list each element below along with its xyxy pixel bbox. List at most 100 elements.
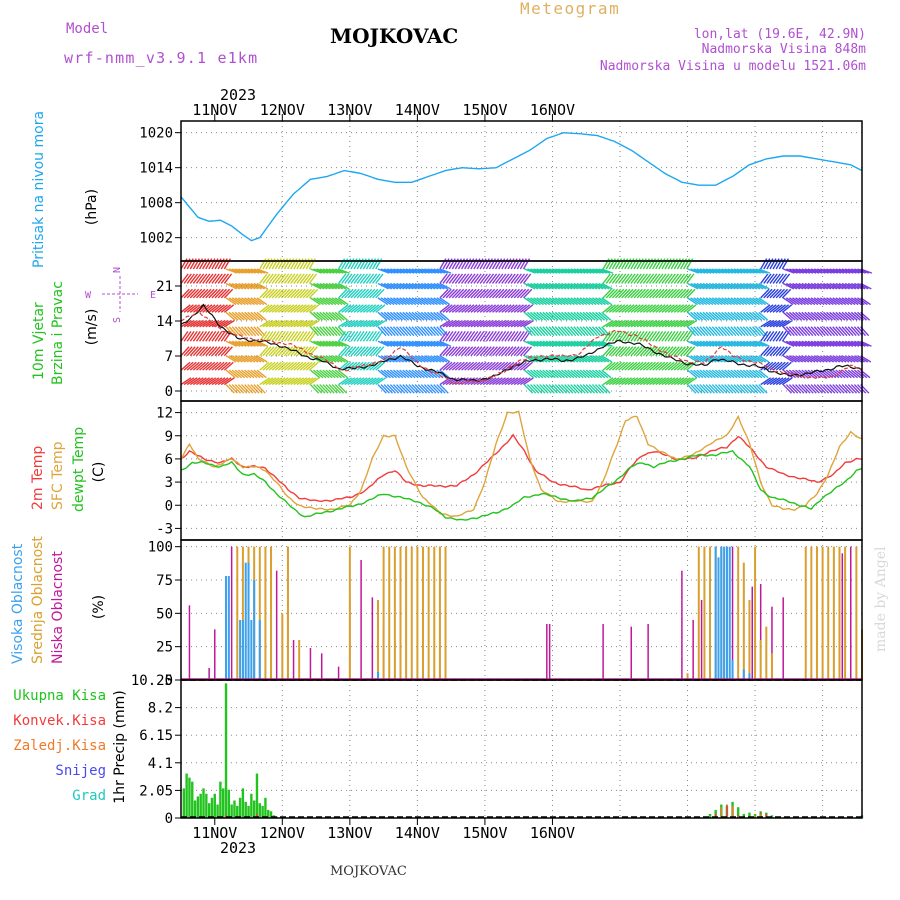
wind-barb [231, 340, 244, 347]
compass-north: N [112, 267, 123, 273]
wind-barb [705, 297, 717, 306]
wind-barb [548, 384, 558, 394]
wind-barb [633, 319, 645, 328]
wind-barb [504, 361, 515, 371]
wind-barb [220, 330, 229, 342]
bar [770, 653, 773, 680]
wind-barb [730, 311, 741, 321]
wind-barb [421, 340, 433, 347]
wind-barb [714, 384, 725, 394]
wind-barb [319, 369, 330, 379]
wind-barb [451, 258, 459, 270]
wind-barb [687, 268, 700, 274]
wind-barb [296, 361, 307, 371]
precip-unit-label: 1hr Precip (mm) [112, 690, 128, 803]
wind-barb [309, 326, 319, 337]
wind-barb [217, 273, 226, 284]
wind-barb [231, 282, 244, 290]
wind-barb [690, 268, 703, 274]
wind-barb [353, 377, 365, 386]
wind-barb [661, 346, 671, 357]
wind-barb [519, 304, 531, 313]
wind-barb [714, 369, 726, 379]
wind-barb [682, 258, 691, 270]
wind-barb [492, 319, 504, 328]
wind-barb [766, 288, 776, 299]
wind-barb [284, 361, 295, 371]
wind-barb [359, 361, 370, 371]
wind-barb [778, 377, 790, 386]
wind-barb [745, 355, 757, 363]
wind-barb [234, 384, 245, 394]
wind-barb [823, 282, 835, 290]
wind-barb [211, 304, 222, 313]
wind-barb [334, 311, 345, 321]
wind-barb [736, 282, 749, 290]
wind-barb [804, 311, 815, 321]
wind-barb [639, 288, 650, 299]
wind-barb [322, 268, 335, 274]
wind-barb [208, 377, 220, 386]
wind-barb [573, 355, 585, 363]
wind-barb [331, 282, 344, 290]
wind-barb [470, 361, 481, 371]
wind-barb [253, 326, 263, 337]
wind-barb [510, 288, 520, 299]
wind-barb [576, 297, 588, 306]
wind-barb [667, 330, 676, 342]
wind-barb [199, 377, 210, 386]
wind-barb [676, 304, 688, 313]
wind-barb [510, 330, 519, 342]
wind-barb [341, 346, 351, 357]
wind-barb [250, 384, 260, 394]
wind-barb [383, 282, 396, 290]
wind-barb [724, 340, 736, 347]
wind-barb [835, 268, 848, 274]
wind-barb [667, 346, 677, 357]
wind-barb [299, 273, 308, 284]
wind-barb [192, 346, 202, 357]
wind-barb [705, 326, 715, 337]
wind-barb [250, 355, 262, 363]
wind-barb [854, 282, 866, 290]
wind-barb [417, 384, 428, 394]
wind-barb [199, 273, 208, 284]
wind-barb [485, 361, 496, 371]
wind-barb [439, 304, 450, 313]
wind-barb [195, 346, 206, 357]
wind-barb [699, 311, 710, 321]
wind-barb [386, 340, 399, 347]
bar [546, 624, 548, 680]
wind-barb [247, 282, 259, 290]
wind-barb [492, 377, 503, 386]
wind-barb [687, 311, 698, 321]
bar [827, 546, 830, 680]
wind-barb [460, 330, 470, 342]
wind-barb [448, 258, 456, 270]
wind-barb [752, 311, 763, 321]
wind-barb [411, 369, 422, 379]
wind-barb [458, 377, 469, 386]
bar [815, 546, 818, 680]
wind-barb [649, 304, 660, 313]
wind-barb [476, 288, 486, 299]
wind-barb [516, 377, 528, 386]
wind-barb [807, 384, 817, 394]
wind-barb [585, 355, 597, 363]
wind-barb [334, 282, 347, 290]
wind-barb [847, 340, 860, 347]
wind-barb [758, 311, 769, 321]
wind-barb [733, 340, 746, 347]
wind-barb [225, 355, 237, 363]
wind-barb [386, 369, 398, 379]
wind-barb [399, 340, 411, 347]
wind-barb [325, 297, 337, 306]
wind-barb [702, 384, 712, 394]
wind-barb [523, 377, 534, 386]
wind-barb [579, 369, 590, 379]
wind-barb [736, 326, 746, 337]
wind-barb [589, 268, 601, 274]
wind-barb [763, 273, 772, 284]
bar [422, 546, 425, 680]
bar [393, 546, 396, 680]
